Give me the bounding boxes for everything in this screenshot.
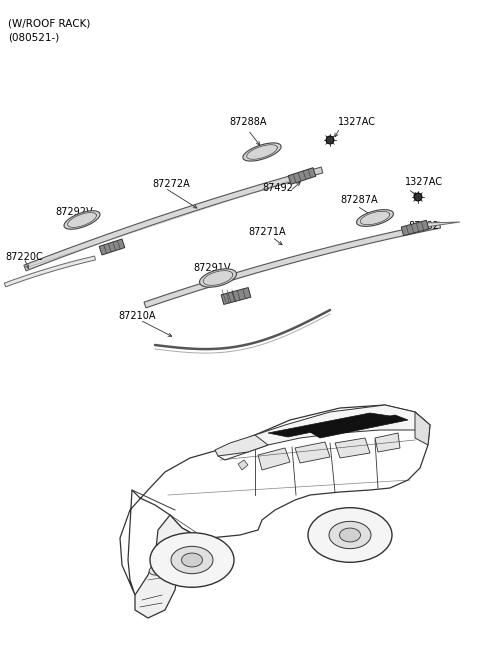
Polygon shape bbox=[357, 210, 394, 226]
Text: 87492: 87492 bbox=[263, 183, 293, 193]
Text: (W/ROOF RACK): (W/ROOF RACK) bbox=[8, 18, 90, 28]
Ellipse shape bbox=[339, 528, 360, 542]
Polygon shape bbox=[268, 413, 390, 437]
Text: 87272A: 87272A bbox=[152, 179, 190, 189]
Polygon shape bbox=[288, 168, 316, 184]
Ellipse shape bbox=[149, 565, 167, 575]
Polygon shape bbox=[401, 220, 429, 236]
Polygon shape bbox=[295, 442, 330, 463]
Polygon shape bbox=[144, 222, 441, 308]
Polygon shape bbox=[64, 211, 100, 229]
Text: 1327AC: 1327AC bbox=[338, 117, 376, 127]
Polygon shape bbox=[375, 433, 400, 452]
Ellipse shape bbox=[150, 533, 234, 587]
Polygon shape bbox=[120, 405, 430, 595]
Polygon shape bbox=[258, 448, 290, 470]
Polygon shape bbox=[425, 222, 460, 227]
Ellipse shape bbox=[308, 508, 392, 562]
Polygon shape bbox=[215, 435, 268, 456]
Polygon shape bbox=[218, 405, 430, 460]
Polygon shape bbox=[238, 460, 248, 470]
Ellipse shape bbox=[171, 546, 213, 573]
Polygon shape bbox=[4, 256, 96, 287]
Polygon shape bbox=[243, 143, 281, 161]
Polygon shape bbox=[99, 239, 125, 255]
Ellipse shape bbox=[181, 553, 203, 567]
Text: 87292V: 87292V bbox=[55, 207, 93, 217]
Text: 87482: 87482 bbox=[408, 221, 439, 231]
Ellipse shape bbox=[329, 522, 371, 548]
Polygon shape bbox=[310, 415, 408, 438]
Circle shape bbox=[414, 193, 422, 201]
Text: 87291V: 87291V bbox=[193, 263, 230, 273]
Polygon shape bbox=[335, 438, 370, 458]
Text: 87288A: 87288A bbox=[229, 117, 267, 127]
Text: 87220C: 87220C bbox=[5, 252, 43, 262]
Text: 87271A: 87271A bbox=[248, 227, 286, 237]
Polygon shape bbox=[200, 269, 237, 287]
Polygon shape bbox=[221, 287, 251, 304]
Text: 1327AC: 1327AC bbox=[405, 177, 443, 187]
Text: 87210A: 87210A bbox=[118, 311, 156, 321]
Text: 87287A: 87287A bbox=[340, 195, 378, 205]
Polygon shape bbox=[415, 412, 430, 445]
Polygon shape bbox=[135, 515, 195, 618]
Polygon shape bbox=[24, 167, 323, 271]
Text: (080521-): (080521-) bbox=[8, 32, 59, 42]
Circle shape bbox=[326, 136, 334, 144]
